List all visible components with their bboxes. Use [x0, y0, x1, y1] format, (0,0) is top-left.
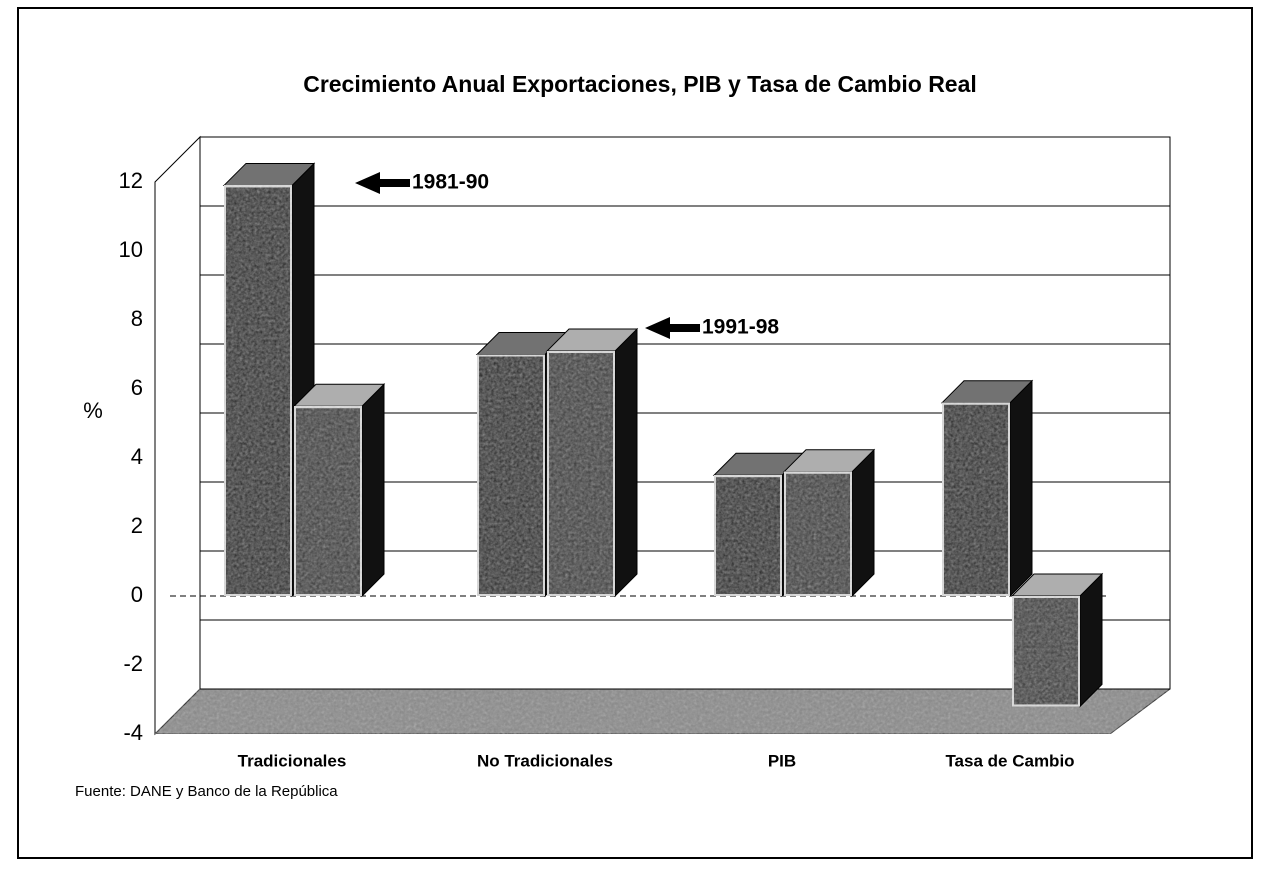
y-tick-label: 6	[131, 375, 143, 400]
bar-side	[851, 448, 875, 598]
bar	[475, 352, 547, 598]
y-tick-label: 12	[119, 168, 143, 193]
y-axis-label: %	[83, 398, 103, 423]
y-tick-label: 2	[131, 513, 143, 538]
bar	[292, 404, 364, 598]
y-tick-label: 10	[119, 237, 143, 262]
bar-side	[1009, 379, 1033, 598]
bar	[222, 183, 294, 598]
bar	[940, 400, 1012, 598]
y-tick-label: -4	[123, 720, 143, 745]
x-tick-label: No Tradicionales	[477, 751, 613, 770]
y-tick-label: 4	[131, 444, 143, 469]
bar	[782, 469, 854, 598]
annotation-arrow	[355, 172, 410, 194]
y-tick-label: -2	[123, 651, 143, 676]
x-tick-label: Tasa de Cambio	[945, 751, 1074, 770]
chart-title: Crecimiento Anual Exportaciones, PIB y T…	[303, 71, 977, 97]
bar	[1010, 594, 1082, 709]
bar-side	[361, 383, 385, 598]
bar	[712, 473, 784, 598]
side-wall	[154, 135, 201, 736]
x-tick-label: PIB	[768, 751, 796, 770]
annotation: 1991-98	[702, 316, 779, 339]
bar	[545, 349, 617, 598]
annotation: 1981-90	[412, 171, 489, 194]
x-tick-label: Tradicionales	[238, 751, 347, 770]
annotation-arrow	[645, 317, 700, 339]
bar-side	[614, 327, 638, 598]
source-note: Fuente: DANE y Banco de la República	[75, 783, 338, 800]
bar-side	[1079, 572, 1103, 708]
y-tick-label: 0	[131, 582, 143, 607]
y-tick-label: 8	[131, 306, 143, 331]
